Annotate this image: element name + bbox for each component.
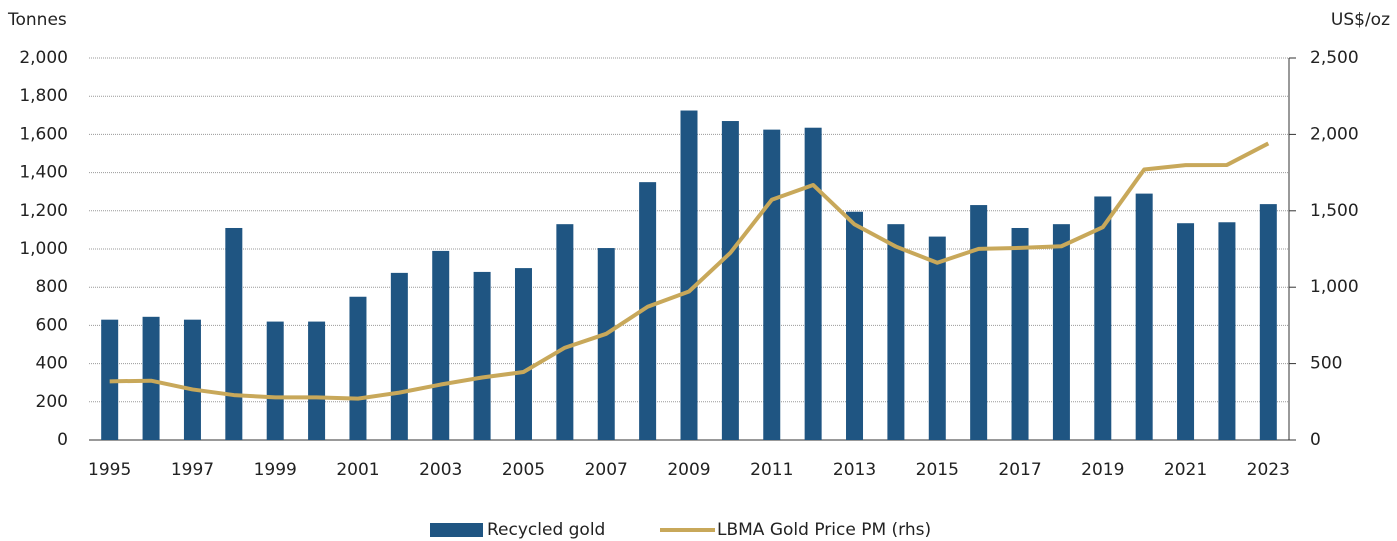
legend-label: LBMA Gold Price PM (rhs): [717, 520, 931, 540]
x-tick-label: 2007: [585, 460, 628, 480]
bar: [1011, 227, 1029, 440]
bar: [1052, 224, 1070, 440]
bar: [1135, 193, 1153, 440]
y-tick-label: 1,400: [19, 163, 68, 183]
x-tick-label: 2023: [1247, 460, 1290, 480]
bar: [721, 121, 739, 440]
bar: [1094, 196, 1112, 440]
bar: [556, 224, 574, 440]
bar: [390, 272, 408, 440]
y2-tick-label: 0: [1310, 430, 1321, 450]
y-tick-label: 1,600: [19, 124, 68, 144]
bar: [1259, 204, 1277, 440]
y2-tick-label: 2,000: [1310, 124, 1359, 144]
y2-axis-label: US$/oz: [1331, 10, 1390, 30]
bar: [142, 316, 160, 440]
bar: [597, 248, 615, 440]
y-tick-label: 2,000: [19, 48, 68, 68]
legend-label: Recycled gold: [487, 520, 605, 540]
bar: [473, 271, 491, 440]
x-tick-label: 2003: [419, 460, 462, 480]
bar: [639, 182, 657, 440]
x-tick-label: 2017: [998, 460, 1041, 480]
y-tick-label: 400: [36, 354, 68, 374]
bar: [349, 296, 367, 440]
y2-tick-label: 1,000: [1310, 277, 1359, 297]
x-tick-label: 2011: [750, 460, 793, 480]
x-tick-label: 2001: [336, 460, 379, 480]
bar: [183, 319, 201, 440]
bar: [1218, 222, 1236, 440]
y2-tick-label: 1,500: [1310, 201, 1359, 221]
y-tick-label: 600: [36, 315, 68, 335]
x-tick-label: 1995: [88, 460, 131, 480]
bar: [804, 127, 822, 440]
x-tick-label: 2019: [1081, 460, 1124, 480]
bar: [887, 224, 905, 440]
bar: [514, 268, 532, 440]
bar: [432, 250, 450, 440]
y-tick-label: 0: [57, 430, 68, 450]
bar: [763, 129, 781, 440]
bar: [1177, 223, 1195, 440]
y-tick-label: 1,000: [19, 239, 68, 259]
bar: [225, 227, 243, 440]
y-tick-label: 1,200: [19, 201, 68, 221]
y2-tick-label: 500: [1310, 354, 1342, 374]
x-tick-label: 2013: [833, 460, 876, 480]
y-tick-label: 200: [36, 392, 68, 412]
y2-tick-label: 2,500: [1310, 48, 1359, 68]
bar: [266, 321, 284, 440]
y-axis-label: Tonnes: [7, 10, 67, 30]
x-tick-label: 1999: [254, 460, 297, 480]
x-tick-label: 2021: [1164, 460, 1207, 480]
bar: [846, 211, 864, 440]
y-tick-label: 800: [36, 277, 68, 297]
y-tick-label: 1,800: [19, 86, 68, 106]
x-tick-label: 2015: [916, 460, 959, 480]
bar: [680, 110, 698, 441]
bar: [308, 321, 326, 440]
x-tick-label: 1997: [171, 460, 214, 480]
bar: [928, 236, 946, 440]
x-tick-label: 2005: [502, 460, 545, 480]
line: [109, 141, 1270, 401]
bar: [970, 205, 988, 440]
legend-swatch: [430, 523, 483, 537]
x-tick-label: 2009: [667, 460, 710, 480]
